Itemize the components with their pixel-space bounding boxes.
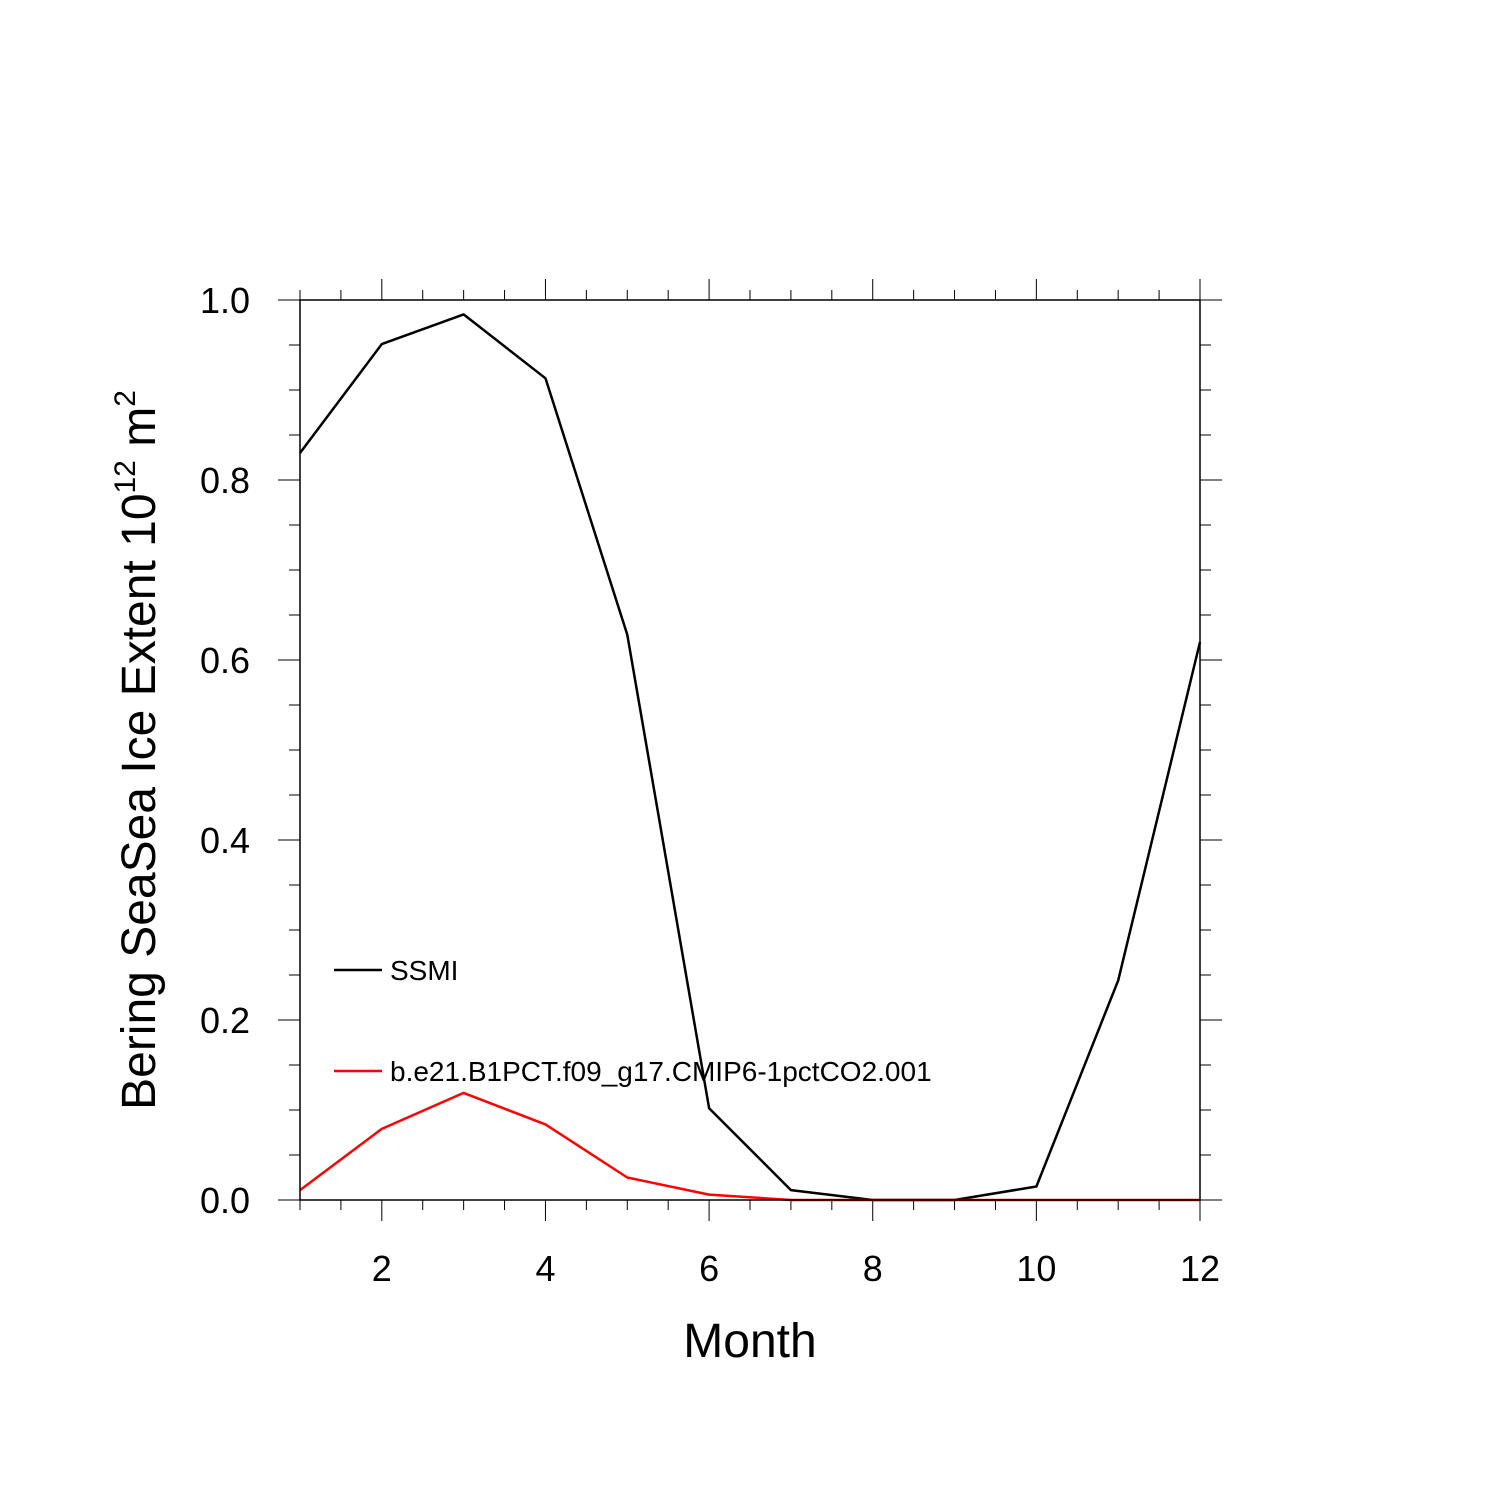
tick-marks xyxy=(278,279,1222,1221)
y-tick-labels: 0.0 0.2 0.4 0.6 0.8 1.0 xyxy=(200,280,250,1221)
legend-label: b.e21.B1PCT.f09_g17.CMIP6-1pctCO2.001 xyxy=(390,1056,932,1087)
legend: SSMI b.e21.B1PCT.f09_g17.CMIP6-1pctCO2.00… xyxy=(334,955,932,1087)
x-tick-label: 8 xyxy=(863,1248,883,1289)
x-axis-title: Month xyxy=(683,1315,816,1368)
y-axis-title-unit: m xyxy=(113,407,166,460)
y-tick-label: 0.0 xyxy=(200,1180,250,1221)
y-tick-label: 0.6 xyxy=(200,640,250,681)
x-tick-label: 2 xyxy=(372,1248,392,1289)
y-axis-title-exponent: 12 xyxy=(109,460,142,493)
x-tick-label: 12 xyxy=(1180,1248,1220,1289)
y-axis-title: Bering SeaSea Ice Extent 1012 m2 xyxy=(109,390,166,1110)
series-line-2 xyxy=(299,1091,1200,1202)
y-tick-label: 0.4 xyxy=(200,820,250,861)
x-tick-label: 6 xyxy=(699,1248,719,1289)
y-tick-label: 1.0 xyxy=(200,280,250,321)
x-tick-label: 4 xyxy=(535,1248,555,1289)
y-axis-title-unit-exponent: 2 xyxy=(109,390,142,407)
series-line-1 xyxy=(299,313,1202,1202)
x-tick-label: 10 xyxy=(1016,1248,1056,1289)
y-axis-title-text: Bering SeaSea Ice Extent 10 xyxy=(113,493,166,1109)
plot-frame xyxy=(299,299,1201,1201)
y-tick-label: 0.2 xyxy=(200,1000,250,1041)
x-tick-labels: 2 4 6 8 10 12 xyxy=(372,1248,1220,1289)
legend-label: SSMI xyxy=(390,955,458,986)
y-tick-label: 0.8 xyxy=(200,460,250,501)
